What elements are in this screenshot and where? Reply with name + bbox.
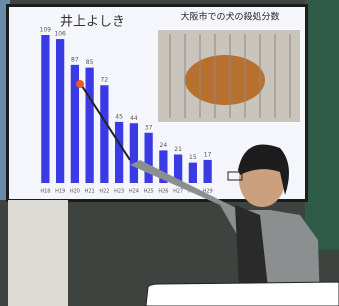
value-label: 15	[189, 154, 197, 161]
bar	[41, 35, 49, 183]
value-label: 72	[101, 77, 109, 84]
value-label: 21	[174, 146, 182, 153]
value-label: 87	[71, 56, 79, 63]
bar	[189, 163, 197, 183]
value-label: 24	[160, 142, 168, 149]
x-tick-label: H19	[55, 189, 65, 195]
x-tick-label: H20	[70, 189, 80, 195]
value-label: 17	[204, 151, 212, 158]
x-tick-label: H22	[99, 189, 109, 195]
x-tick-label: H27	[173, 189, 183, 195]
value-label: 106	[54, 31, 66, 38]
value-label: 45	[115, 113, 123, 120]
dog	[185, 55, 265, 105]
bar	[56, 39, 64, 183]
speaker-name: 井上よしき	[60, 15, 125, 30]
blackboard	[305, 0, 339, 250]
board-notes	[8, 200, 68, 306]
x-tick-label: H26	[158, 189, 168, 195]
value-label: 37	[145, 124, 153, 131]
bar	[144, 133, 152, 183]
x-tick-label: H24	[129, 189, 139, 195]
bar	[203, 160, 211, 183]
caption-box	[146, 282, 339, 306]
bar	[130, 123, 138, 183]
value-label: 44	[130, 115, 138, 122]
value-label: 109	[40, 27, 52, 34]
page: 井上よしき 大阪市での犬の殺処分数 109 H18 106 H19 87 H20 85 H21…	[0, 0, 339, 306]
x-tick-label: H23	[114, 189, 124, 195]
photo: 井上よしき 大阪市での犬の殺処分数 109 H18 106 H19 87 H20 85 H21…	[0, 0, 339, 306]
bar	[85, 68, 93, 183]
value-label: 85	[86, 59, 94, 66]
x-tick-label: H18	[40, 189, 50, 195]
pointer-tip	[76, 80, 84, 88]
bar	[100, 85, 108, 183]
x-tick-label: H21	[85, 189, 95, 195]
bar	[115, 122, 123, 183]
chart-title: 大阪市での犬の殺処分数	[180, 11, 279, 23]
x-tick-label: H25	[144, 189, 154, 195]
